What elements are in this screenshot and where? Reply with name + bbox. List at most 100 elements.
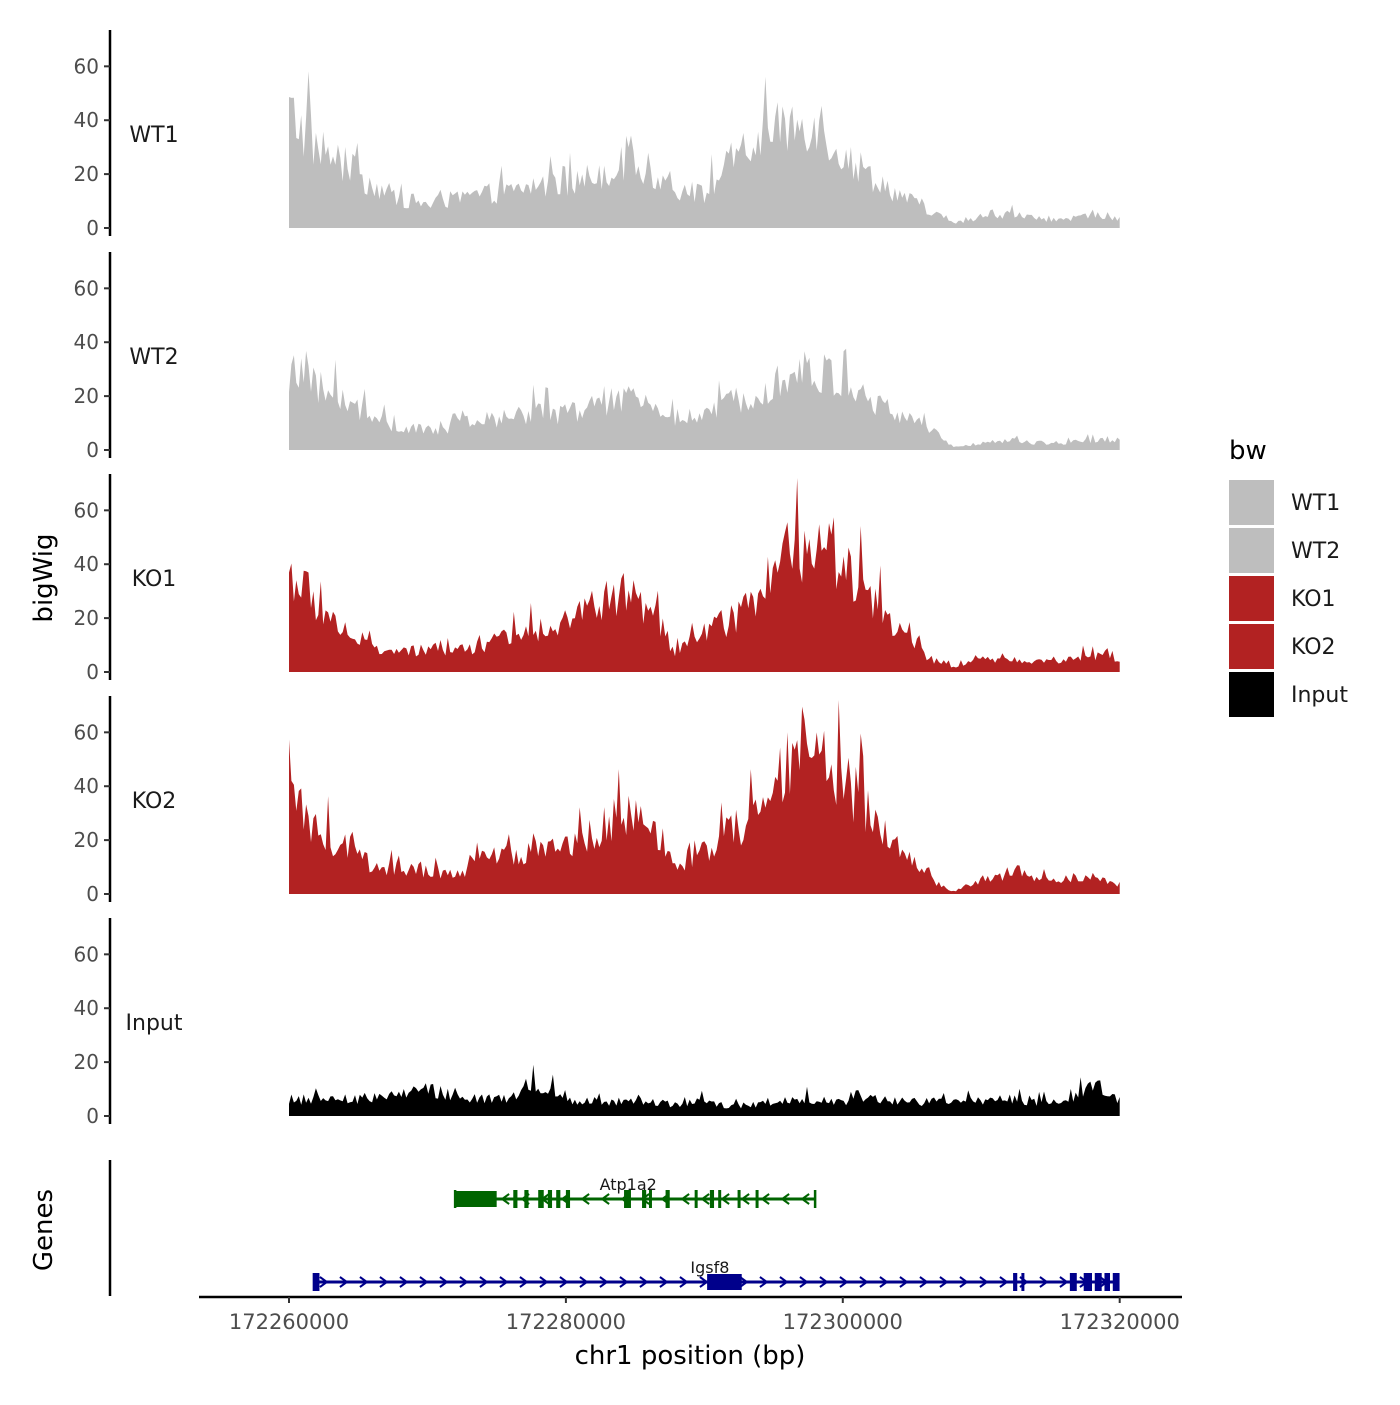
y-tick-label: 0 xyxy=(86,1104,99,1128)
legend-title: bw xyxy=(1229,436,1267,466)
panel-label: WT1 xyxy=(129,123,178,148)
strand-arrow xyxy=(879,1276,889,1288)
y-tick-label: 40 xyxy=(74,996,99,1020)
strand-arrow xyxy=(579,1276,589,1288)
gene-exon xyxy=(1021,1273,1025,1291)
y-tick-label: 20 xyxy=(74,162,99,186)
coverage-area-ko1 xyxy=(289,478,1120,672)
y-tick-label: 20 xyxy=(74,384,99,408)
gene-exon xyxy=(709,1190,715,1208)
strand-arrow xyxy=(999,1276,1009,1288)
y-tick-label: 40 xyxy=(74,108,99,132)
strand-arrow xyxy=(919,1276,929,1288)
x-axis: 172260000 172280000 172300000 172320000 xyxy=(199,1295,1182,1334)
y-tick-label: 40 xyxy=(74,330,99,354)
legend-label: KO2 xyxy=(1291,635,1336,660)
x-tick-label: 172280000 xyxy=(506,1310,626,1334)
panel-label: Input xyxy=(126,1011,183,1036)
y-tick-label: 20 xyxy=(74,828,99,852)
strand-arrow xyxy=(499,1276,509,1288)
coverage-area-ko2 xyxy=(289,700,1120,894)
strand-arrow xyxy=(739,1276,749,1288)
gene-exon xyxy=(565,1190,571,1208)
y-tick-label: 0 xyxy=(86,882,99,906)
y-tick-label: 0 xyxy=(86,660,99,684)
strand-arrow xyxy=(399,1276,409,1288)
strand-arrow xyxy=(419,1276,429,1288)
gene-exon xyxy=(1104,1273,1111,1291)
gene-exon xyxy=(694,1190,698,1208)
gene-exon xyxy=(513,1190,518,1208)
coverage-area-wt2 xyxy=(289,348,1120,450)
strand-arrow xyxy=(580,1193,590,1205)
strand-arrow xyxy=(1039,1276,1049,1288)
y-tick-label: 20 xyxy=(74,606,99,630)
gene-exon xyxy=(556,1190,561,1208)
strand-arrow xyxy=(799,1276,809,1288)
legend-swatch-input xyxy=(1229,672,1274,717)
gene-track: Atp1a2 Igsf8 xyxy=(108,1160,1120,1296)
gene-exon xyxy=(524,1190,529,1208)
strand-arrow xyxy=(899,1276,909,1288)
y-tick-label: 40 xyxy=(74,774,99,798)
strand-arrow xyxy=(500,1193,510,1205)
legend-swatch-wt1 xyxy=(1229,480,1274,525)
y-tick-label: 60 xyxy=(74,498,99,522)
coverage-area-wt1 xyxy=(289,71,1120,228)
strand-arrow xyxy=(459,1276,469,1288)
panel-ko2: 0 20 40 60 KO2 xyxy=(74,696,1120,906)
strand-arrow xyxy=(800,1193,810,1205)
strand-arrow xyxy=(699,1276,709,1288)
strand-arrow xyxy=(780,1193,790,1205)
y-tick-label: 40 xyxy=(74,552,99,576)
gene-exon xyxy=(1083,1273,1093,1291)
strand-arrow xyxy=(760,1193,770,1205)
x-axis-label: chr1 position (bp) xyxy=(575,1341,806,1371)
gene-exon xyxy=(755,1190,759,1208)
gene-igsf8: Igsf8 xyxy=(312,1258,1120,1291)
strand-arrow xyxy=(600,1193,610,1205)
strand-arrow xyxy=(700,1193,710,1205)
y-axis-label: bigWig xyxy=(29,533,59,622)
strand-arrow xyxy=(979,1276,989,1288)
y-tick-label: 60 xyxy=(74,54,99,78)
strand-arrow xyxy=(519,1276,529,1288)
strand-arrow xyxy=(819,1276,829,1288)
strand-arrow xyxy=(639,1276,649,1288)
y-tick-label: 0 xyxy=(86,438,99,462)
strand-arrow xyxy=(859,1276,869,1288)
gene-track-label: Genes xyxy=(29,1189,59,1271)
panel-ko1: 0 20 40 60 KO1 xyxy=(74,474,1120,684)
gene-exon xyxy=(547,1190,553,1208)
gene-name-label: Igsf8 xyxy=(690,1258,729,1277)
panel-label: KO1 xyxy=(132,567,177,592)
y-tick-label: 60 xyxy=(74,276,99,300)
gene-exon xyxy=(624,1190,631,1208)
gene-exon xyxy=(737,1190,741,1208)
strand-arrow xyxy=(720,1193,730,1205)
strand-arrow xyxy=(479,1276,489,1288)
strand-arrow xyxy=(779,1276,789,1288)
legend: bw WT1 WT2 KO1 KO2 Input xyxy=(1229,436,1348,717)
legend-swatch-wt2 xyxy=(1229,528,1274,573)
y-tick-label: 0 xyxy=(86,216,99,240)
gene-exon xyxy=(642,1190,647,1208)
strand-arrow xyxy=(359,1276,369,1288)
strand-arrow xyxy=(680,1193,690,1205)
strand-arrow xyxy=(379,1276,389,1288)
gene-exon xyxy=(1013,1273,1018,1291)
gene-exon xyxy=(707,1274,742,1290)
gene-exon xyxy=(718,1190,722,1208)
gene-exon xyxy=(1112,1273,1119,1291)
strand-arrow xyxy=(1059,1276,1069,1288)
strand-arrow xyxy=(339,1276,349,1288)
gene-exon xyxy=(648,1190,652,1208)
legend-label: WT2 xyxy=(1291,539,1340,564)
gene-exon xyxy=(1094,1273,1102,1291)
gene-exon xyxy=(538,1190,544,1208)
gene-exon xyxy=(665,1190,670,1208)
gene-exon xyxy=(455,1191,497,1207)
panel-label: KO2 xyxy=(132,789,177,814)
strand-arrow xyxy=(679,1276,689,1288)
